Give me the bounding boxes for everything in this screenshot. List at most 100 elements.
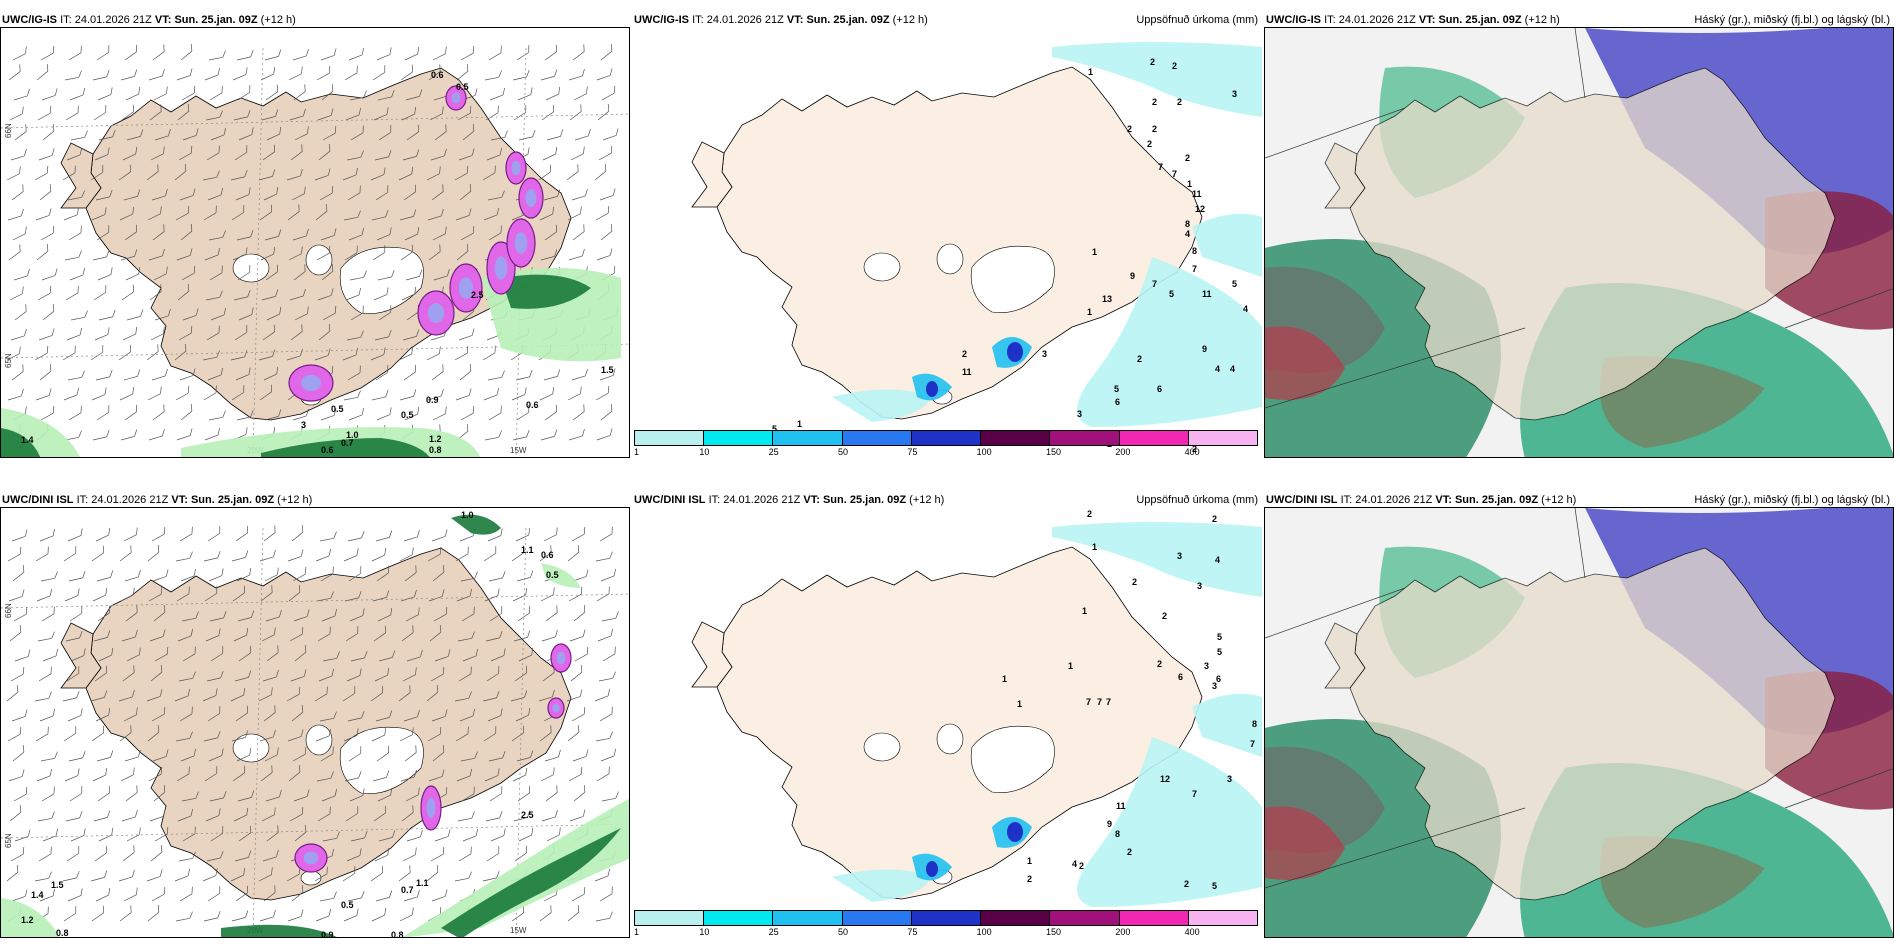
wind-barb	[513, 105, 527, 121]
wind-barb	[230, 169, 248, 181]
wind-barb	[459, 363, 472, 381]
wind-barb	[426, 346, 441, 361]
wind-barb	[12, 46, 27, 61]
precip-area	[832, 389, 932, 422]
wind-barb	[543, 189, 561, 201]
wind-barb	[260, 66, 276, 81]
wind-barb	[94, 327, 110, 341]
wind-barb	[288, 246, 303, 261]
wind-barb	[402, 667, 417, 682]
value-label: 1.0	[461, 510, 474, 520]
wind-barb	[259, 384, 272, 401]
wind-barb	[316, 591, 334, 602]
value-label: 1.1	[416, 878, 429, 888]
wind-barb	[487, 708, 503, 722]
wind-barb	[263, 705, 276, 722]
value-label: 2	[1172, 61, 1177, 71]
value-label: 3	[301, 420, 306, 430]
precip-area	[541, 563, 581, 588]
wind-barb	[9, 106, 24, 121]
colorbar-tick: 75	[907, 927, 918, 937]
value-label: 1	[797, 419, 802, 429]
wind-barb	[238, 645, 251, 662]
iceland-landmass	[85, 547, 572, 901]
value-label: 3	[1212, 681, 1217, 691]
value-label: 2	[1027, 874, 1032, 884]
wind-barb	[147, 206, 162, 221]
heavy-precip-core	[1007, 342, 1023, 362]
wind-barb	[95, 887, 111, 902]
wind-barb	[402, 329, 420, 341]
value-label: 2	[1137, 354, 1142, 364]
wind-barb	[204, 247, 220, 261]
wind-barb	[545, 605, 558, 622]
value-label: 6	[1157, 384, 1162, 394]
wind-barb	[264, 747, 279, 762]
precip-area	[221, 924, 337, 937]
wind-barb	[595, 731, 613, 742]
wind-barb	[95, 189, 113, 201]
wind-barb	[350, 830, 368, 842]
value-label: 0.6	[431, 70, 444, 80]
wind-barb	[265, 264, 278, 281]
wind-barb	[69, 267, 85, 281]
wind-barb	[66, 147, 82, 161]
wind-barb	[235, 367, 251, 381]
value-label: 5	[1169, 289, 1174, 299]
wind-barb	[62, 870, 80, 882]
wind-barb	[38, 328, 55, 341]
wind-barb	[456, 243, 469, 261]
wind-barb	[458, 666, 472, 682]
wind-barb	[517, 87, 533, 101]
wind-barb	[432, 744, 445, 762]
wind-barb	[428, 64, 441, 81]
cloud-layer	[1265, 326, 1345, 400]
wind-barb	[181, 791, 199, 802]
wind-barb	[179, 886, 193, 902]
wind-barb	[259, 549, 276, 562]
wind-barb	[428, 589, 445, 602]
snowfall-core	[451, 92, 461, 104]
wind-barb	[432, 226, 447, 241]
wind-barb	[265, 609, 282, 622]
value-label: 1.5	[601, 365, 614, 375]
wind-barb	[177, 283, 190, 301]
wind-barb	[122, 326, 138, 341]
colorbar-swatch	[1050, 431, 1120, 445]
wind-barb	[152, 569, 169, 582]
wind-barb	[602, 128, 619, 141]
wind-barb	[601, 791, 619, 802]
wind-barb	[11, 709, 28, 722]
wind-barb	[294, 644, 307, 662]
wind-barb	[370, 347, 386, 361]
wind-barb	[400, 769, 417, 782]
wind-barb	[148, 68, 165, 81]
wind-barb	[10, 666, 25, 682]
precip-area	[402, 799, 629, 937]
wind-barb	[153, 784, 166, 802]
wind-barb	[404, 46, 420, 61]
value-label: 5	[1114, 384, 1119, 394]
wind-barb	[426, 864, 439, 882]
colorbar-tick: 75	[907, 447, 918, 457]
wind-barb	[347, 365, 361, 381]
wind-barb	[98, 647, 114, 662]
wind-barb	[596, 248, 613, 261]
wind-barb	[147, 904, 160, 922]
wind-barb	[39, 888, 55, 902]
wind-barb	[373, 625, 386, 642]
wind-barb	[516, 45, 530, 61]
wind-barb	[291, 186, 306, 201]
wind-barb	[318, 143, 331, 161]
wind-barb	[8, 769, 25, 782]
wind-barb	[12, 564, 25, 582]
wind-barb	[178, 325, 193, 341]
wind-barb	[292, 48, 309, 61]
value-label: 1	[1092, 542, 1097, 552]
wind-barb	[202, 170, 220, 181]
wind-barb	[179, 706, 193, 722]
wind-barb	[457, 811, 475, 822]
wind-barb	[599, 188, 616, 201]
wind-barb	[378, 125, 392, 141]
value-label: 1	[1082, 606, 1087, 616]
